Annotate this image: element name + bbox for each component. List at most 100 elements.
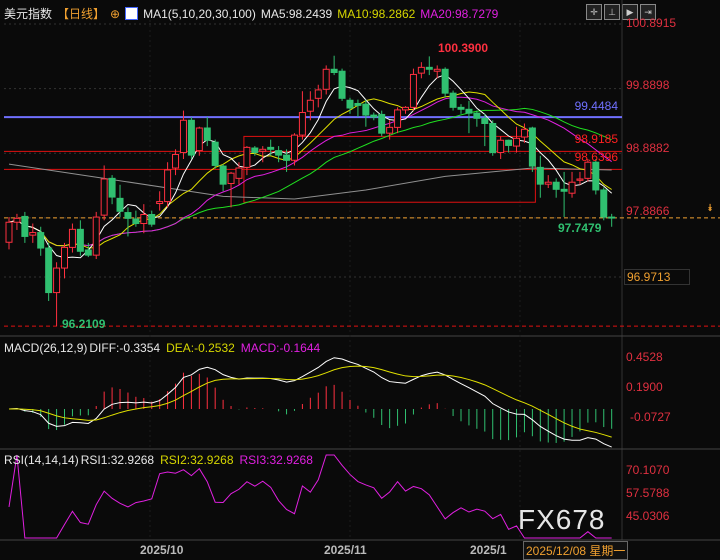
indicator-name[interactable]: MA1(5,10,20,30,100) bbox=[143, 6, 256, 21]
candle-up bbox=[29, 232, 37, 236]
candle-up bbox=[306, 99, 314, 112]
candle-up bbox=[290, 134, 298, 161]
candle-up bbox=[13, 217, 21, 223]
candle-down bbox=[76, 228, 84, 252]
candle-up bbox=[164, 169, 172, 203]
candle-down bbox=[187, 119, 195, 156]
ma100-line bbox=[8, 163, 612, 200]
rsi-tick: 57.5788 bbox=[626, 486, 670, 500]
candle-down bbox=[124, 212, 132, 219]
candle-up bbox=[5, 221, 13, 243]
macd-header: MACD(26,12,9) DIFF:-0.3354 DEA:-0.2532 M… bbox=[4, 341, 320, 355]
level-label: 99.4484 bbox=[574, 99, 618, 113]
candle-up bbox=[322, 68, 330, 90]
candle-up bbox=[402, 106, 409, 111]
price-axis-label: 98.8882 bbox=[626, 141, 670, 155]
candle-down bbox=[528, 127, 536, 167]
indicator-chart-icon[interactable] bbox=[125, 7, 139, 20]
x-axis-label: 2025/10 bbox=[140, 543, 184, 557]
rsi-line bbox=[8, 454, 612, 539]
ma10-readout: MA10:98.2862 bbox=[337, 6, 416, 21]
cursor-price-label: 96.9713 bbox=[624, 269, 690, 285]
candle-up bbox=[61, 246, 69, 269]
candle-down bbox=[346, 99, 354, 109]
ma5-line bbox=[8, 74, 613, 259]
rsi-label[interactable]: RSI(14,14,14) bbox=[4, 453, 79, 467]
candle-up bbox=[156, 201, 164, 205]
candle-down bbox=[362, 103, 370, 116]
candle-down bbox=[21, 215, 29, 237]
candle-up bbox=[520, 128, 528, 138]
price-axis-label: 97.8866 bbox=[626, 204, 670, 218]
candle-up bbox=[568, 181, 576, 194]
candle-up bbox=[314, 89, 322, 99]
macd-tick: -0.0727 bbox=[630, 410, 671, 424]
ma20-readout: MA20:98.7279 bbox=[420, 6, 499, 21]
candle-down bbox=[608, 216, 616, 219]
candle-down bbox=[552, 181, 560, 190]
candle-up bbox=[227, 172, 235, 185]
candle-down bbox=[132, 218, 140, 225]
recent-low-annotation: 97.7479 bbox=[558, 221, 602, 235]
crosshair-icon[interactable]: ✛ bbox=[586, 4, 602, 20]
candle-up bbox=[433, 68, 441, 72]
candle-up bbox=[298, 112, 306, 136]
candle-up bbox=[259, 148, 267, 152]
candle-up bbox=[92, 216, 100, 256]
candle-down bbox=[116, 197, 124, 212]
price-axis-label: 100.8915 bbox=[626, 16, 677, 30]
candle-up bbox=[513, 137, 521, 147]
candle-up bbox=[235, 167, 243, 179]
macd-tick: 0.1900 bbox=[626, 380, 663, 394]
candle-down bbox=[37, 232, 45, 249]
rsi3-readout: RSI3:32.9268 bbox=[239, 453, 313, 467]
macd-diff-line bbox=[8, 357, 612, 448]
goto-end-icon[interactable]: ⇥ bbox=[640, 4, 656, 20]
rsi-tick: 70.1070 bbox=[626, 463, 670, 477]
macd-dea-line bbox=[8, 365, 612, 438]
candle-down bbox=[219, 165, 227, 185]
ma10-line bbox=[8, 91, 612, 249]
candle-up bbox=[172, 153, 180, 169]
candle-down bbox=[84, 249, 92, 256]
candle-down bbox=[481, 117, 489, 124]
candle-down bbox=[457, 106, 465, 110]
candle-down bbox=[203, 127, 211, 141]
candle-down bbox=[267, 146, 275, 150]
rsi-header: RSI(14,14,14) RSI1:32.9268 RSI2:32.9268 … bbox=[4, 453, 313, 467]
candle-down bbox=[275, 150, 283, 156]
x-axis-label: 2025/11 bbox=[324, 543, 367, 557]
macd-label[interactable]: MACD(26,12,9) bbox=[4, 341, 88, 355]
candle-up bbox=[179, 119, 187, 154]
candle-up bbox=[417, 66, 425, 74]
rsi1-readout: RSI1:32.9268 bbox=[80, 453, 155, 467]
candle-down bbox=[536, 166, 544, 185]
globe-icon[interactable]: ⊕ bbox=[110, 6, 121, 21]
candle-down bbox=[251, 147, 259, 154]
macd-dea: DEA:-0.2532 bbox=[166, 341, 235, 355]
macd-tick: 0.4528 bbox=[626, 350, 663, 364]
candle-up bbox=[243, 146, 251, 168]
last-price-marker-icon: ⯯ bbox=[707, 203, 713, 214]
candle-down bbox=[600, 189, 608, 218]
candle-down bbox=[425, 66, 433, 70]
candle-down bbox=[560, 188, 568, 192]
chart-header: 美元指数 【日线】 ⊕ MA1(5,10,20,30,100) MA5:98.2… bbox=[4, 5, 498, 22]
range-icon[interactable]: ⊥ bbox=[604, 4, 620, 20]
candle-down bbox=[108, 177, 116, 198]
crosshair-date-label: 2025/12/08 星期一 bbox=[523, 541, 629, 560]
ma5-readout: MA5:98.2439 bbox=[260, 6, 333, 21]
candle-up bbox=[53, 267, 61, 294]
candle-down bbox=[378, 113, 386, 134]
watermark-logo: FX678 bbox=[518, 504, 606, 535]
candle-up bbox=[195, 127, 203, 152]
candle-up bbox=[544, 181, 552, 185]
candle-up bbox=[68, 228, 76, 248]
period-label[interactable]: 【日线】 bbox=[57, 7, 106, 21]
candle-down bbox=[354, 102, 362, 106]
ma20-line bbox=[8, 96, 612, 247]
candle-down bbox=[370, 114, 378, 118]
candle-down bbox=[283, 154, 291, 161]
candle-down bbox=[465, 108, 473, 114]
